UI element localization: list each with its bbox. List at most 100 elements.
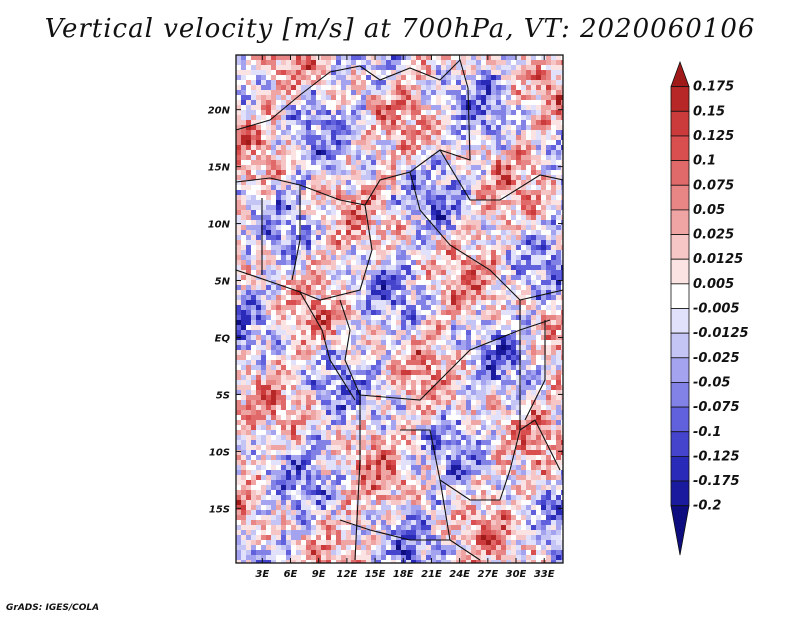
field-cell [456,235,462,241]
field-cell [361,390,367,396]
field-cell [371,120,377,126]
field-cell [366,270,372,276]
field-cell [261,190,267,196]
field-cell [556,215,562,221]
field-cell [481,220,487,226]
field-cell [561,200,563,206]
field-cell [386,280,392,286]
field-cell [421,65,427,71]
field-cell [561,350,563,356]
field-cell [361,420,367,426]
field-cell [451,85,457,91]
field-cell [331,280,337,286]
field-cell [461,405,467,411]
field-cell [371,430,377,436]
field-cell [416,295,422,301]
field-cell [481,275,487,281]
field-cell [491,165,497,171]
field-cell [331,175,337,181]
field-cell [466,400,472,406]
field-cell [271,140,277,146]
field-cell [501,180,507,186]
field-cell [261,100,267,106]
field-cell [456,270,462,276]
field-cell [336,205,342,211]
field-cell [446,80,452,86]
field-cell [491,185,497,191]
field-cell [246,390,252,396]
field-cell [401,385,407,391]
field-cell [476,210,482,216]
field-cell [331,75,337,81]
field-cell [316,140,322,146]
field-cell [491,415,497,421]
field-cell [426,80,432,86]
field-cell [341,225,347,231]
field-cell [501,95,507,101]
field-cell [536,205,542,211]
field-cell [541,375,547,381]
field-cell [296,80,302,86]
field-cell [291,340,297,346]
field-cell [451,195,457,201]
field-cell [311,340,317,346]
field-cell [511,345,517,351]
field-cell [536,195,542,201]
field-cell [491,115,497,121]
field-cell [406,160,412,166]
field-cell [366,300,372,306]
field-cell [516,275,522,281]
field-cell [306,245,312,251]
field-cell [311,270,317,276]
field-cell [241,425,247,431]
field-cell [281,270,287,276]
field-cell [236,155,242,161]
field-cell [276,100,282,106]
field-cell [376,160,382,166]
field-cell [556,245,562,251]
field-cell [381,260,387,266]
field-cell [301,120,307,126]
field-cell [371,150,377,156]
field-cell [251,325,257,331]
field-cell [271,320,277,326]
field-cell [441,115,447,121]
field-cell [371,305,377,311]
field-cell [496,385,502,391]
field-cell [351,150,357,156]
field-cell [281,300,287,306]
field-cell [311,300,317,306]
field-cell [251,215,257,221]
field-cell [311,385,317,391]
field-cell [536,320,542,326]
field-cell [246,400,252,406]
field-cell [281,210,287,216]
field-cell [391,205,397,211]
field-cell [531,305,537,311]
field-cell [426,240,432,246]
field-cell [411,205,417,211]
field-cell [356,65,362,71]
field-cell [256,110,262,116]
field-cell [261,235,267,241]
field-cell [246,135,252,141]
field-cell [326,365,332,371]
field-cell [556,210,562,216]
field-cell [521,195,527,201]
field-cell [286,315,292,321]
field-cell [506,425,512,431]
field-cell [476,165,482,171]
field-cell [291,285,297,291]
field-cell [291,200,297,206]
field-cell [456,210,462,216]
field-cell [266,335,272,341]
field-cell [466,155,472,161]
field-cell [441,425,447,431]
field-cell [406,425,412,431]
field-cell [296,70,302,76]
field-cell [531,300,537,306]
field-cell [536,410,542,416]
field-cell [431,310,437,316]
field-cell [471,290,477,296]
field-cell [316,150,322,156]
